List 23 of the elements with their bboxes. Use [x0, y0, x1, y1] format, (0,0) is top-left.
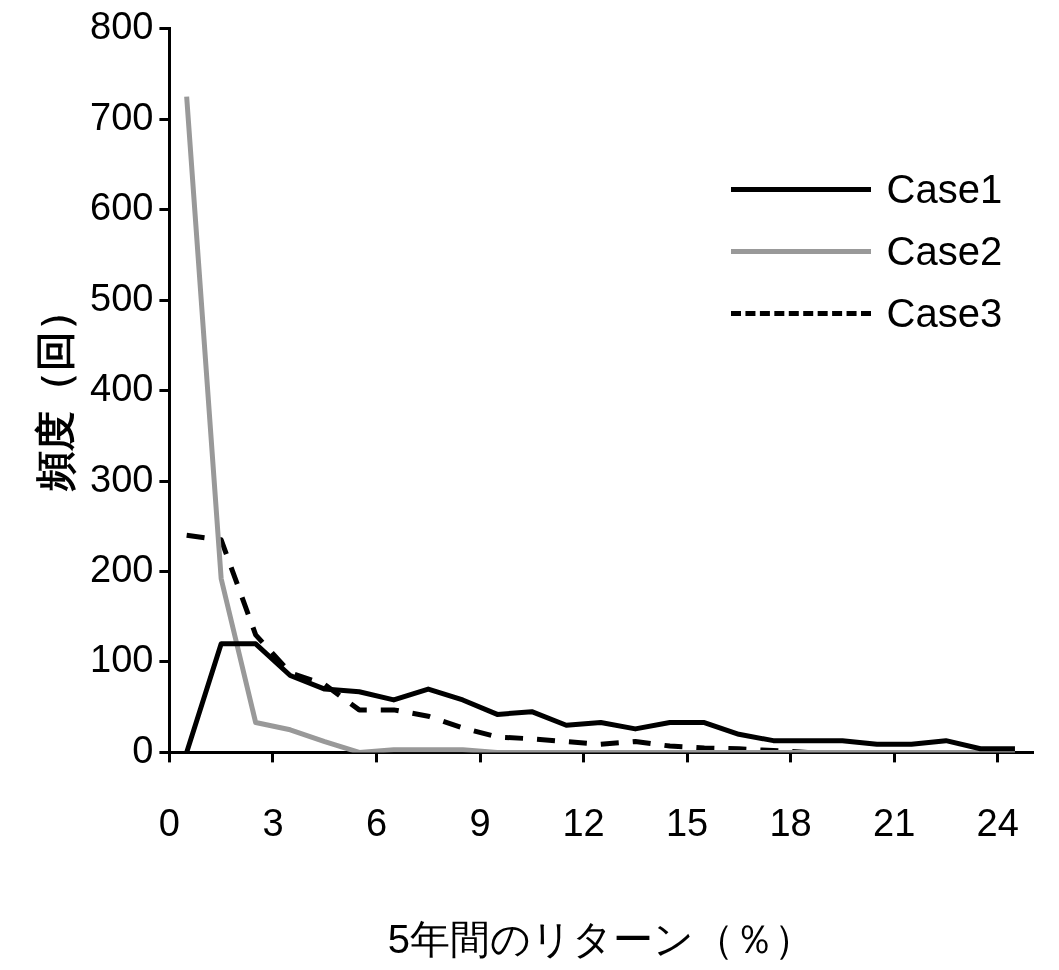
- x-tick-label: 6: [365, 801, 388, 844]
- x-tick-label: 15: [665, 801, 709, 844]
- y-tick-label: 800: [90, 5, 154, 48]
- x-tick-label: 3: [262, 801, 284, 844]
- y-axis-title: 頻度（回）: [33, 290, 78, 492]
- legend-label: Case2: [886, 229, 1003, 275]
- y-tick-label: 500: [90, 276, 154, 319]
- y-tick-label: 600: [90, 186, 154, 229]
- x-tick-label: 18: [769, 801, 812, 844]
- x-tick-label: 9: [469, 801, 491, 844]
- x-tick-label: 12: [562, 801, 605, 844]
- legend-label: Case1: [886, 167, 1003, 213]
- y-tick-label: 400: [90, 367, 154, 410]
- y-tick-label: 300: [90, 457, 154, 500]
- y-tick-label: 700: [90, 95, 154, 138]
- x-axis-title: 5年間のリターン（％）: [387, 917, 814, 962]
- y-tick-label: 0: [132, 728, 154, 771]
- x-tick-label: 21: [873, 801, 916, 844]
- x-tick-label: 0: [158, 801, 180, 844]
- y-tick-label: 200: [90, 547, 154, 590]
- y-tick-label: 100: [90, 638, 154, 681]
- legend-label: Case3: [886, 291, 1003, 337]
- x-tick-label: 24: [976, 801, 1019, 844]
